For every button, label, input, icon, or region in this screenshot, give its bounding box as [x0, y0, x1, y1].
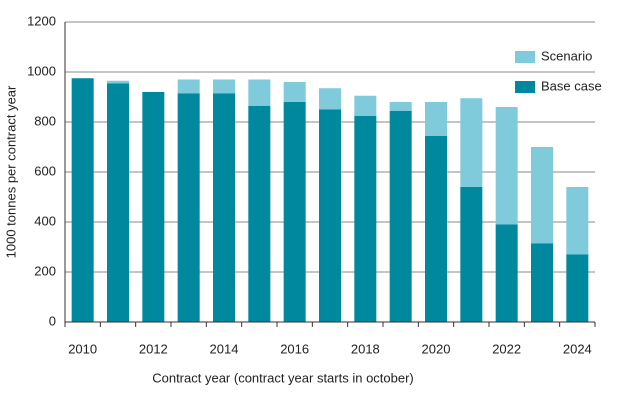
bar-segment — [142, 92, 165, 322]
bar-segment — [283, 82, 306, 102]
bar-segment — [107, 80, 129, 84]
bar-segment — [566, 254, 589, 322]
bar-segment — [425, 135, 447, 322]
x-tick-label: 2016 — [280, 341, 309, 356]
bar-segment — [566, 187, 589, 255]
bar-segment — [177, 93, 200, 322]
x-tick-label: 2012 — [139, 341, 168, 356]
y-tick-label: 1000 — [27, 63, 56, 78]
x-axis-title: Contract year (contract year starts in o… — [152, 370, 414, 385]
y-tick-label: 0 — [49, 313, 56, 328]
bar-segment — [389, 110, 412, 322]
bar-segment — [460, 187, 483, 322]
y-tick-label: 200 — [34, 263, 56, 278]
bar-segment — [425, 102, 447, 136]
y-axis-title: 1000 tonnes per contract year — [3, 85, 18, 258]
bar-segment — [213, 93, 235, 322]
y-tick-label: 400 — [34, 213, 56, 228]
bar-segment — [354, 95, 377, 116]
bar-segment — [283, 102, 306, 322]
bar-segment — [248, 79, 271, 106]
legend-swatch — [515, 81, 535, 93]
y-tick-label: 800 — [34, 113, 56, 128]
x-tick-label: 2024 — [563, 341, 592, 356]
bar-segment — [248, 105, 271, 322]
x-tick-label: 2014 — [210, 341, 239, 356]
x-tick-label: 2018 — [351, 341, 380, 356]
x-tick-label: 2022 — [492, 341, 521, 356]
bar-segment — [531, 147, 553, 244]
bar-segment — [495, 224, 518, 322]
bar-segment — [495, 107, 518, 225]
bar-segment — [213, 79, 235, 94]
y-tick-label: 600 — [34, 163, 56, 178]
bar-segment — [460, 98, 483, 187]
bar-segment — [71, 78, 94, 322]
bar-segment — [319, 88, 341, 110]
bar-segment — [107, 83, 129, 322]
legend-label: Base case — [541, 78, 602, 93]
x-tick-label: 2020 — [422, 341, 451, 356]
bar-segment — [531, 243, 553, 322]
bar-segment — [177, 79, 200, 94]
legend-swatch — [515, 51, 535, 63]
bar-segment — [354, 115, 377, 322]
y-tick-label: 1200 — [27, 13, 56, 28]
bar-segment — [319, 109, 341, 322]
bar-segment — [389, 102, 412, 111]
legend-label: Scenario — [541, 48, 592, 63]
x-tick-label: 2010 — [68, 341, 97, 356]
